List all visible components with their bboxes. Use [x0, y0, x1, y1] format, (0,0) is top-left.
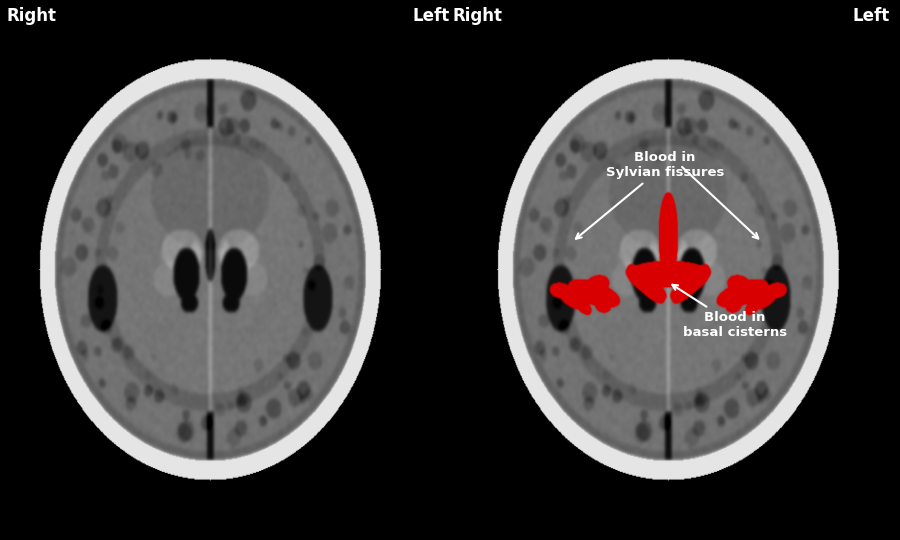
Text: Left: Left	[413, 7, 450, 25]
Text: Blood in
Sylvian fissures: Blood in Sylvian fissures	[576, 151, 724, 239]
Text: Right: Right	[452, 7, 502, 25]
Text: Blood in
basal cisterns: Blood in basal cisterns	[672, 285, 788, 339]
Text: Right: Right	[6, 7, 56, 25]
Text: Left: Left	[853, 7, 890, 25]
